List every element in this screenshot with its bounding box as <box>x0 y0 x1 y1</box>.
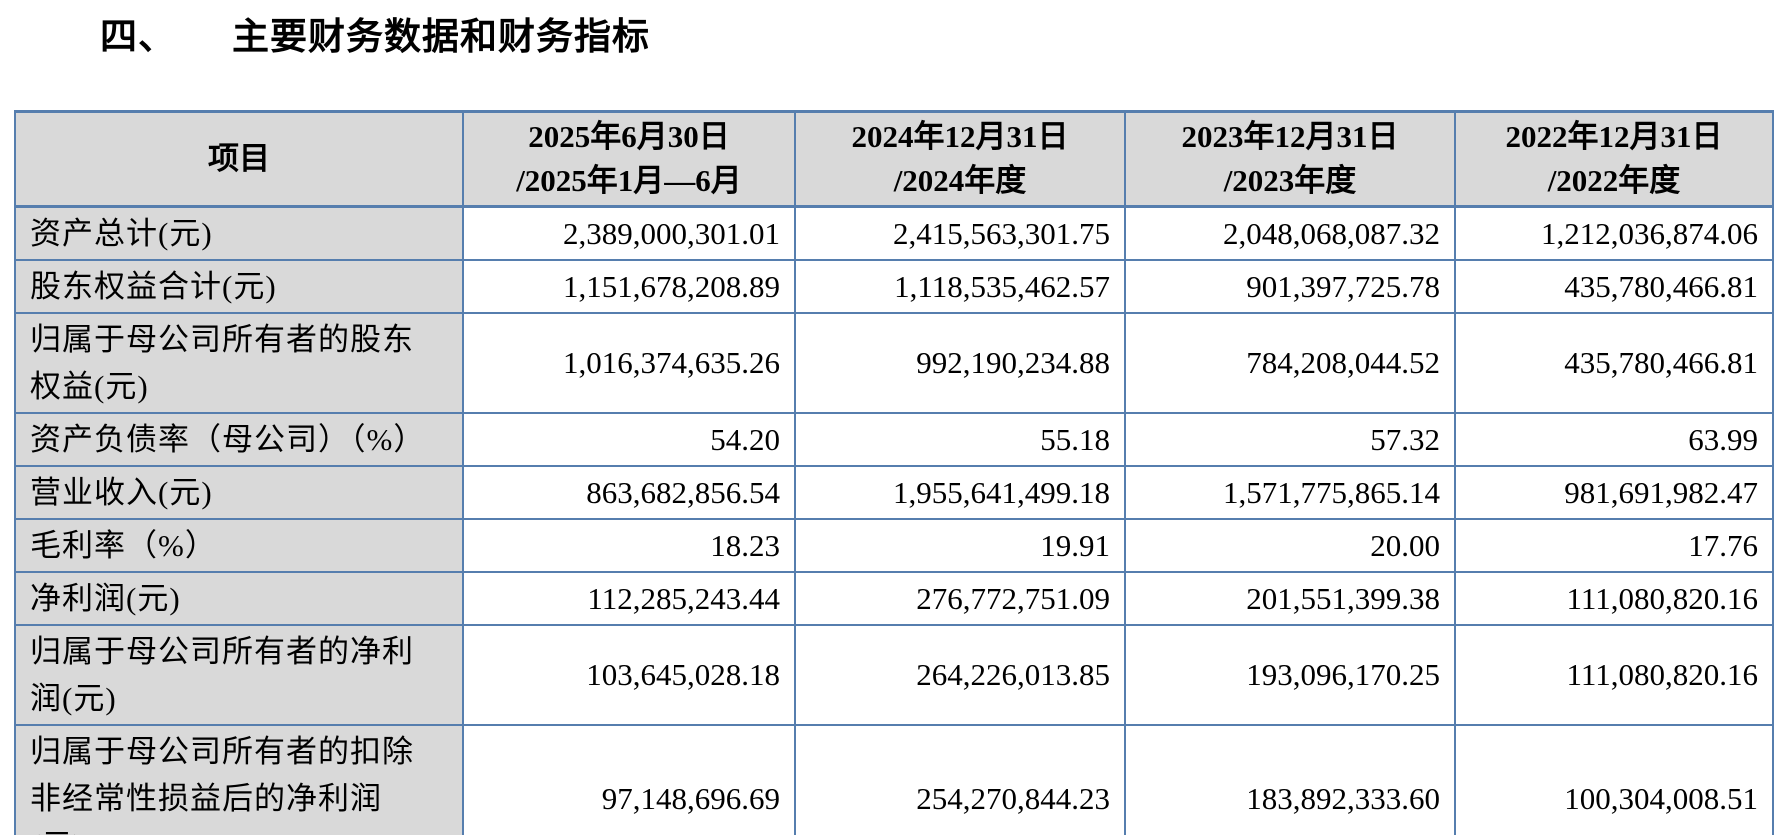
column-header-item: 项目 <box>14 110 464 208</box>
table-row: 归属于母公司所有者的扣除非经常性损益后的净利润(元) 97,148,696.69… <box>14 724 1774 835</box>
cell-value: 254,270,844.23 <box>794 724 1126 835</box>
row-label: 资产负债率（母公司）（%） <box>14 412 464 467</box>
cell-value: 863,682,856.54 <box>462 465 796 520</box>
section-number: 四、 <box>100 17 176 58</box>
cell-value: 100,304,008.51 <box>1454 724 1774 835</box>
period-line2: /2024年度 <box>893 163 1027 198</box>
cell-value: 1,118,535,462.57 <box>794 259 1126 314</box>
row-label: 归属于母公司所有者的扣除非经常性损益后的净利润(元) <box>14 724 464 835</box>
cell-value: 784,208,044.52 <box>1124 312 1456 414</box>
column-header-period-2023: 2023年12月31日 /2023年度 <box>1124 110 1456 208</box>
row-label: 股东权益合计(元) <box>14 259 464 314</box>
cell-value: 103,645,028.18 <box>462 624 796 726</box>
period-line1: 2025年6月30日 <box>528 119 730 154</box>
cell-value: 193,096,170.25 <box>1124 624 1456 726</box>
table-row: 归属于母公司所有者的净利润(元) 103,645,028.18 264,226,… <box>14 624 1774 726</box>
cell-value: 111,080,820.16 <box>1454 571 1774 626</box>
period-line1: 2022年12月31日 <box>1505 119 1723 154</box>
cell-value: 183,892,333.60 <box>1124 724 1456 835</box>
row-label: 净利润(元) <box>14 571 464 626</box>
cell-value: 18.23 <box>462 518 796 573</box>
cell-value: 901,397,725.78 <box>1124 259 1456 314</box>
table-header-row: 项目 2025年6月30日 /2025年1月—6月 2024年12月31日 /2… <box>14 110 1774 208</box>
cell-value: 19.91 <box>794 518 1126 573</box>
cell-value: 97,148,696.69 <box>462 724 796 835</box>
row-label: 归属于母公司所有者的净利润(元) <box>14 624 464 726</box>
table-row: 营业收入(元) 863,682,856.54 1,955,641,499.18 … <box>14 465 1774 520</box>
table-row: 归属于母公司所有者的股东权益(元) 1,016,374,635.26 992,1… <box>14 312 1774 414</box>
cell-value: 2,415,563,301.75 <box>794 205 1126 261</box>
cell-value: 1,151,678,208.89 <box>462 259 796 314</box>
column-header-period-2022: 2022年12月31日 /2022年度 <box>1454 110 1774 208</box>
cell-value: 2,048,068,087.32 <box>1124 205 1456 261</box>
period-line2: /2023年度 <box>1223 163 1357 198</box>
cell-value: 1,955,641,499.18 <box>794 465 1126 520</box>
cell-value: 1,571,775,865.14 <box>1124 465 1456 520</box>
period-line1: 2023年12月31日 <box>1181 119 1399 154</box>
period-line1: 2024年12月31日 <box>851 119 1069 154</box>
cell-value: 981,691,982.47 <box>1454 465 1774 520</box>
cell-value: 264,226,013.85 <box>794 624 1126 726</box>
table-row: 资产负债率（母公司）（%） 54.20 55.18 57.32 63.99 <box>14 412 1774 467</box>
cell-value: 57.32 <box>1124 412 1456 467</box>
cell-value: 112,285,243.44 <box>462 571 796 626</box>
section-title: 四、 主要财务数据和财务指标 <box>100 6 650 60</box>
cell-value: 55.18 <box>794 412 1126 467</box>
cell-value: 17.76 <box>1454 518 1774 573</box>
table-row: 资产总计(元) 2,389,000,301.01 2,415,563,301.7… <box>14 205 1774 261</box>
table-row: 毛利率（%） 18.23 19.91 20.00 17.76 <box>14 518 1774 573</box>
cell-value: 1,212,036,874.06 <box>1454 205 1774 261</box>
cell-value: 992,190,234.88 <box>794 312 1126 414</box>
column-header-period-2025: 2025年6月30日 /2025年1月—6月 <box>462 110 796 208</box>
period-line2: /2022年度 <box>1547 163 1681 198</box>
row-label: 归属于母公司所有者的股东权益(元) <box>14 312 464 414</box>
section-title-text: 主要财务数据和财务指标 <box>232 17 650 58</box>
row-label: 毛利率（%） <box>14 518 464 573</box>
cell-value: 20.00 <box>1124 518 1456 573</box>
table-row: 股东权益合计(元) 1,151,678,208.89 1,118,535,462… <box>14 259 1774 314</box>
cell-value: 201,551,399.38 <box>1124 571 1456 626</box>
cell-value: 111,080,820.16 <box>1454 624 1774 726</box>
table-row: 净利润(元) 112,285,243.44 276,772,751.09 201… <box>14 571 1774 626</box>
row-label: 资产总计(元) <box>14 205 464 261</box>
cell-value: 276,772,751.09 <box>794 571 1126 626</box>
cell-value: 435,780,466.81 <box>1454 259 1774 314</box>
cell-value: 435,780,466.81 <box>1454 312 1774 414</box>
row-label: 营业收入(元) <box>14 465 464 520</box>
cell-value: 63.99 <box>1454 412 1774 467</box>
cell-value: 2,389,000,301.01 <box>462 205 796 261</box>
cell-value: 1,016,374,635.26 <box>462 312 796 414</box>
column-header-period-2024: 2024年12月31日 /2024年度 <box>794 110 1126 208</box>
period-line2: /2025年1月—6月 <box>516 163 742 198</box>
cell-value: 54.20 <box>462 412 796 467</box>
financial-data-table: 项目 2025年6月30日 /2025年1月—6月 2024年12月31日 /2… <box>14 110 1774 835</box>
